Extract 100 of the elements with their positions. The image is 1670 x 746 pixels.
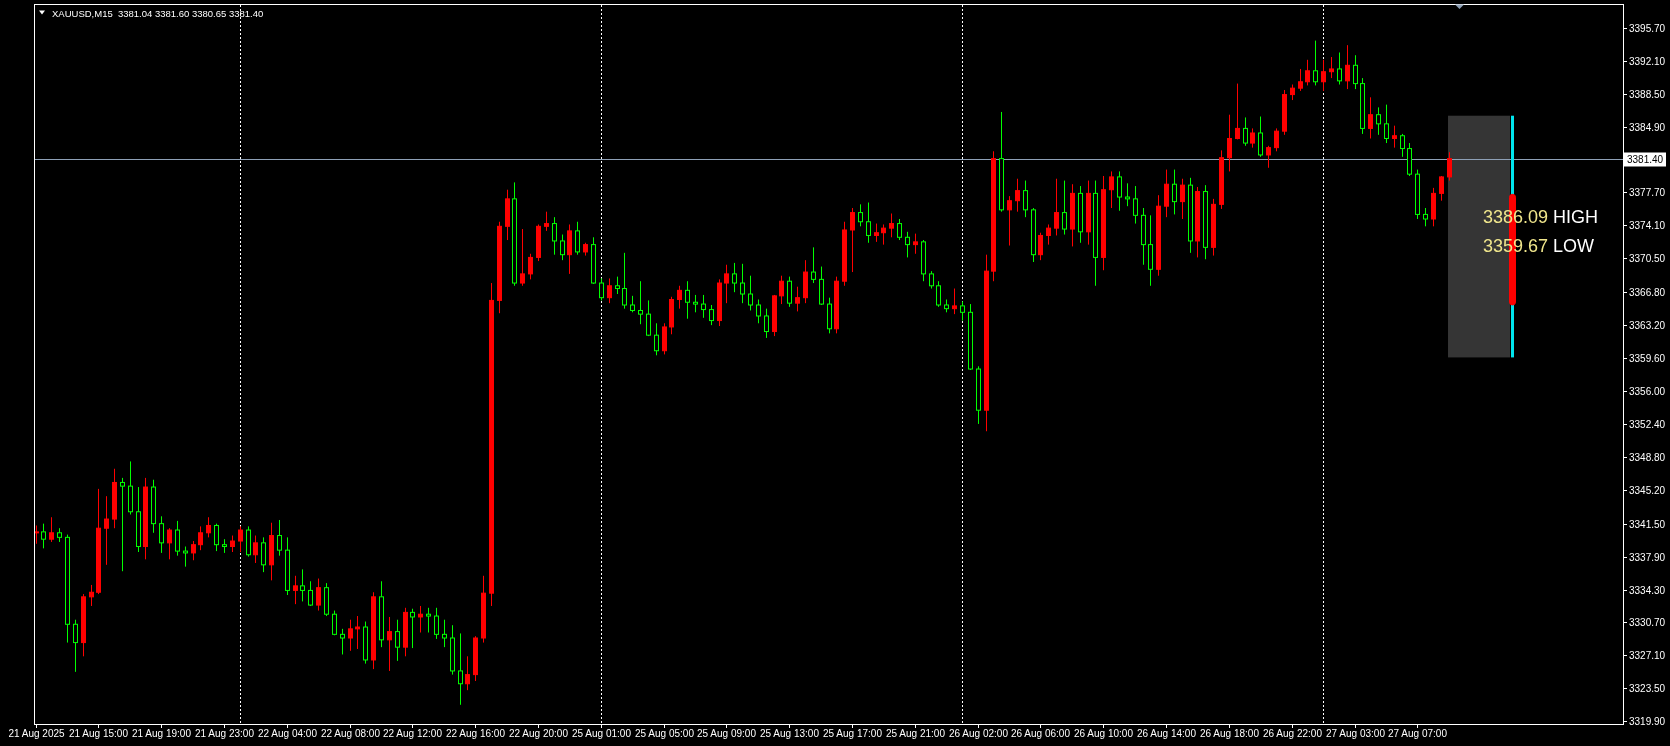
candlestick: [1439, 175, 1444, 202]
y-tick-label: 3334.30: [1629, 585, 1666, 596]
candlestick: [795, 286, 800, 312]
y-tick-label: 3395.70: [1629, 23, 1666, 34]
x-tick-label: 22 Aug 20:00: [509, 728, 569, 739]
candlestick: [599, 277, 604, 301]
x-tick-label: 26 Aug 02:00: [949, 728, 1009, 739]
candlestick: [732, 262, 737, 293]
y-tick-label: 3377.70: [1629, 187, 1666, 198]
candlestick: [764, 308, 769, 339]
candlestick: [206, 516, 211, 538]
candlestick: [897, 218, 902, 241]
candlestick: [1305, 59, 1310, 86]
candlestick: [308, 580, 313, 607]
candlestick: [936, 280, 941, 308]
candlestick: [253, 535, 258, 564]
x-tick-label: 27 Aug 07:00: [1388, 728, 1448, 739]
candlestick: [685, 280, 690, 320]
candlestick: [418, 605, 423, 634]
candlestick: [1243, 116, 1248, 147]
x-tick-label: 21 Aug 23:00: [195, 728, 255, 739]
candlestick: [913, 233, 918, 255]
x-tick-label: 25 Aug 21:00: [886, 728, 946, 739]
y-tick-label: 3345.20: [1629, 485, 1666, 496]
candlestick: [1376, 106, 1381, 136]
candlestick: [34, 524, 39, 545]
candlestick: [701, 294, 706, 319]
candlestick: [465, 655, 470, 691]
candlestick: [638, 280, 643, 325]
candlestick: [607, 277, 612, 304]
candlestick: [960, 300, 965, 322]
candlestick: [544, 211, 549, 232]
candlestick: [332, 610, 337, 636]
x-tick-label: 25 Aug 17:00: [823, 728, 883, 739]
candlestick: [1329, 56, 1334, 79]
candlestick: [458, 632, 463, 706]
y-tick-label: 3348.80: [1629, 452, 1666, 463]
candlestick: [1313, 40, 1318, 86]
candlestick: [1258, 116, 1263, 158]
candlestick: [622, 252, 627, 310]
candlestick: [41, 523, 46, 549]
candlestick: [1337, 51, 1342, 86]
candlestick: [811, 246, 816, 284]
candlestick: [120, 477, 125, 572]
candlestick: [167, 527, 172, 560]
candlestick: [214, 523, 219, 552]
candlestick: [881, 223, 886, 246]
candlestick: [348, 619, 353, 652]
candlestick: [175, 520, 180, 557]
candlestick: [889, 213, 894, 238]
candlestick: [238, 525, 243, 553]
candlestick: [1164, 169, 1169, 218]
x-tick-label: 21 Aug 15:00: [69, 728, 129, 739]
x-tick-label: 22 Aug 04:00: [258, 728, 318, 739]
candlestick: [724, 264, 729, 304]
candlestick: [49, 516, 54, 543]
y-tick-label: 3359.60: [1629, 353, 1666, 364]
y-tick-label: 3363.20: [1629, 320, 1666, 331]
candlestick: [1180, 178, 1185, 220]
candlestick: [520, 228, 525, 287]
candlestick: [387, 616, 392, 672]
chart-title: XAUUSD,M15 3381.04 3381.60 3380.65 3381.40: [52, 7, 264, 19]
candlestick: [1227, 114, 1232, 172]
candlestick: [1274, 127, 1279, 152]
x-tick-label: 26 Aug 06:00: [1011, 728, 1071, 739]
candlestick: [952, 288, 957, 315]
y-tick-label: 3337.90: [1629, 552, 1666, 563]
candlestick: [300, 568, 305, 602]
candlestick: [316, 578, 321, 612]
candlestick: [442, 619, 447, 648]
x-tick-label: 26 Aug 10:00: [1074, 728, 1134, 739]
y-tick-label: 3356.00: [1629, 386, 1666, 397]
candlestick: [560, 234, 565, 261]
candlestick: [1007, 195, 1012, 247]
x-tick-label: 22 Aug 08:00: [321, 728, 381, 739]
candlestick: [709, 304, 714, 326]
x-tick-label: 21 Aug 19:00: [132, 728, 192, 739]
candlestick: [355, 615, 360, 650]
x-tick-label: 26 Aug 22:00: [1263, 728, 1323, 739]
candlestick: [293, 575, 298, 605]
candlestick: [662, 322, 667, 355]
candlestick: [567, 223, 572, 275]
candlestick: [183, 546, 188, 568]
y-tick-label: 3352.40: [1629, 419, 1666, 430]
x-tick-label: 27 Aug 03:00: [1326, 728, 1386, 739]
candlestick: [756, 299, 761, 324]
candlestick: [1235, 83, 1240, 140]
x-tick-label: 22 Aug 12:00: [383, 728, 443, 739]
y-tick-label: 3370.50: [1629, 253, 1666, 264]
y-tick-label: 3374.10: [1629, 220, 1666, 231]
candlestick: [1062, 180, 1067, 236]
x-tick-label: 22 Aug 16:00: [446, 728, 506, 739]
candlestick: [1353, 54, 1358, 90]
candlestick: [1447, 151, 1452, 182]
candlestick: [748, 275, 753, 311]
x-tick-label: 25 Aug 13:00: [760, 728, 820, 739]
x-tick-label: 25 Aug 05:00: [635, 728, 695, 739]
candlestick: [1345, 44, 1350, 90]
y-tick-label: 3366.80: [1629, 287, 1666, 298]
candlestick: [905, 231, 910, 258]
